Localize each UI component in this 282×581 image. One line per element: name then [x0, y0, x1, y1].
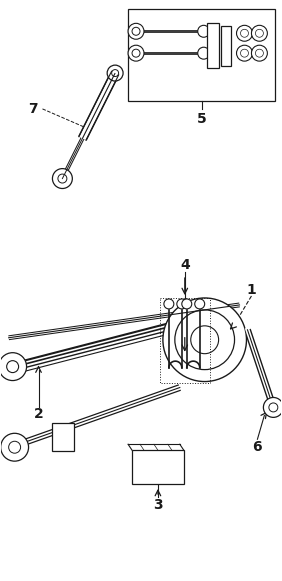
Circle shape — [237, 26, 252, 41]
Circle shape — [7, 361, 19, 372]
Circle shape — [0, 353, 27, 381]
Circle shape — [241, 49, 248, 57]
Circle shape — [252, 26, 267, 41]
Circle shape — [58, 174, 67, 183]
Circle shape — [128, 45, 144, 61]
Circle shape — [107, 65, 123, 81]
Bar — [52, 424, 74, 451]
Text: 6: 6 — [253, 440, 262, 454]
Circle shape — [1, 433, 28, 461]
Circle shape — [9, 441, 21, 453]
Circle shape — [128, 23, 144, 40]
Circle shape — [177, 299, 187, 309]
Text: 4: 4 — [180, 258, 190, 272]
Circle shape — [182, 299, 192, 309]
Circle shape — [237, 45, 252, 61]
Text: 1: 1 — [246, 283, 256, 297]
Circle shape — [198, 47, 210, 59]
Text: 2: 2 — [34, 407, 43, 421]
Circle shape — [164, 299, 174, 309]
Bar — [221, 26, 231, 66]
Circle shape — [112, 70, 119, 77]
Circle shape — [255, 29, 263, 37]
Circle shape — [263, 397, 282, 417]
Circle shape — [241, 29, 248, 37]
Circle shape — [52, 168, 72, 188]
Text: 5: 5 — [197, 112, 207, 126]
Circle shape — [175, 310, 235, 370]
Circle shape — [252, 45, 267, 61]
Bar — [160, 298, 210, 382]
Text: 3: 3 — [153, 498, 163, 512]
Bar — [132, 450, 184, 484]
Circle shape — [132, 27, 140, 35]
Bar — [207, 23, 219, 68]
Circle shape — [255, 49, 263, 57]
Circle shape — [269, 403, 278, 412]
Bar — [128, 9, 275, 101]
Text: 7: 7 — [28, 102, 37, 116]
Circle shape — [195, 299, 205, 309]
Circle shape — [163, 298, 246, 382]
Circle shape — [191, 326, 219, 354]
Circle shape — [198, 26, 210, 37]
Circle shape — [132, 49, 140, 57]
